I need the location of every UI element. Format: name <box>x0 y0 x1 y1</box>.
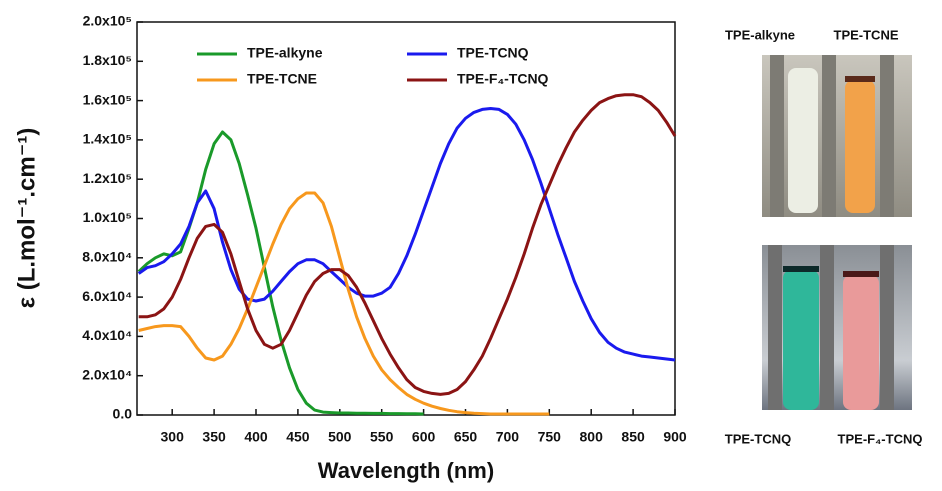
photo-label: TPE-TCNE <box>834 27 899 42</box>
y-tick-label: 4.0x10⁴ <box>82 327 132 343</box>
photo-label: TPE-TCNQ <box>725 431 791 446</box>
x-tick-label: 700 <box>496 429 520 445</box>
photo-label: TPE-F₄-TCNQ <box>838 431 923 446</box>
y-tick-label: 1.2x10⁵ <box>83 170 132 186</box>
x-axis-title: Wavelength (nm) <box>318 458 494 483</box>
x-tick-label: 650 <box>454 429 478 445</box>
y-tick-label: 8.0x10⁴ <box>82 249 132 265</box>
x-tick-label: 450 <box>286 429 310 445</box>
series-line <box>138 191 550 416</box>
x-tick-label: 750 <box>538 429 562 445</box>
y-tick-label: 1.6x10⁵ <box>83 91 132 107</box>
y-axis-title: ε (L.mol⁻¹.cm⁻¹) <box>13 128 40 309</box>
y-tick-label: 6.0x10⁴ <box>82 288 132 304</box>
y-tick-label: 0.0 <box>113 406 133 422</box>
series-line <box>138 93 677 396</box>
x-tick-label: 800 <box>580 429 604 445</box>
legend-label: TPE-TCNE <box>247 71 317 87</box>
x-tick-label: 900 <box>663 429 687 445</box>
photo-bottom <box>762 245 912 410</box>
y-tick-label: 1.0x10⁵ <box>83 209 132 225</box>
photo-label: TPE-alkyne <box>725 27 795 42</box>
legend-label: TPE-F₄-TCNQ <box>457 71 549 87</box>
x-tick-label: 500 <box>328 429 352 445</box>
y-tick-label: 2.0x10⁵ <box>83 13 132 29</box>
x-tick-label: 600 <box>412 429 436 445</box>
x-tick-label: 400 <box>244 429 268 445</box>
y-tick-label: 1.4x10⁵ <box>83 131 132 147</box>
x-tick-label: 350 <box>202 429 226 445</box>
photo-top <box>762 55 912 217</box>
x-tick-label: 850 <box>621 429 645 445</box>
x-tick-label: 550 <box>370 429 394 445</box>
x-tick-label: 300 <box>161 429 185 445</box>
legend-label: TPE-alkyne <box>247 45 323 61</box>
y-tick-label: 2.0x10⁴ <box>82 366 132 382</box>
series-line <box>137 130 424 416</box>
series-line <box>137 107 676 362</box>
y-tick-label: 1.8x10⁵ <box>83 52 132 68</box>
legend-label: TPE-TCNQ <box>457 45 529 61</box>
